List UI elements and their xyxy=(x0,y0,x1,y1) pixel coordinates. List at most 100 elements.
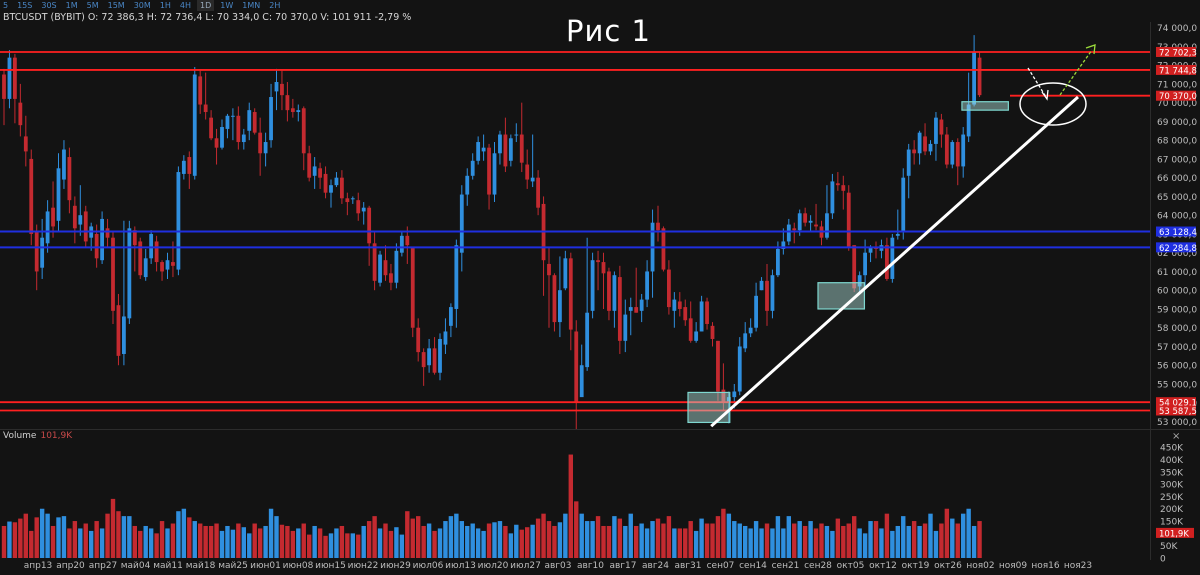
timeframe-4h[interactable]: 4H xyxy=(179,1,192,10)
volume-bar xyxy=(890,530,895,558)
candle-body xyxy=(149,233,154,259)
volume-bar xyxy=(922,523,928,558)
volume-bar xyxy=(612,516,617,558)
candle-body xyxy=(198,76,203,105)
volume-bar xyxy=(693,530,699,558)
timeframe-5m[interactable]: 5M xyxy=(86,1,99,10)
volume-bar xyxy=(715,516,721,558)
candle-body xyxy=(105,228,110,238)
volume-bar xyxy=(138,530,143,558)
timeframe-5[interactable]: 5 xyxy=(3,1,9,10)
candle-body xyxy=(383,260,388,276)
volume-bar xyxy=(552,525,557,558)
volume-bar xyxy=(846,523,851,558)
volume-bar xyxy=(405,511,410,558)
candle-body xyxy=(252,112,257,133)
timeframe-15s[interactable]: 15S xyxy=(17,1,33,10)
timeframe-15m[interactable]: 15M xyxy=(107,1,125,10)
timeframe-1h[interactable]: 1H xyxy=(159,1,171,10)
volume-bar xyxy=(775,516,781,558)
candle-body xyxy=(934,117,938,144)
candle-body xyxy=(449,307,453,326)
candle-body xyxy=(503,134,508,167)
volume-bar xyxy=(432,530,437,558)
candle-body xyxy=(672,299,677,311)
candle-body xyxy=(187,157,192,174)
timeframe-1w[interactable]: 1W xyxy=(220,1,234,10)
volume-bar xyxy=(67,528,72,558)
candle-body xyxy=(841,185,846,191)
volume-bar xyxy=(203,525,208,558)
volume-tick-label: 450K xyxy=(1160,444,1184,454)
volume-last-label: 101,9K xyxy=(1159,529,1189,539)
volume-bar xyxy=(961,513,966,558)
timeframe-30s[interactable]: 30S xyxy=(41,1,57,10)
candle-body xyxy=(601,262,606,274)
volume-bar xyxy=(644,528,650,558)
volume-bar xyxy=(448,516,454,558)
level-label: 72 702,3 xyxy=(1159,48,1197,58)
volume-tick-label: 200K xyxy=(1160,505,1184,515)
volume-bar xyxy=(606,525,612,558)
timeframe-1m[interactable]: 1M xyxy=(65,1,78,10)
timeframe-2h[interactable]: 2H xyxy=(269,1,281,10)
level-label-bg xyxy=(1156,64,1196,75)
volume-bar xyxy=(410,518,415,558)
support-zone xyxy=(961,101,1009,111)
volume-bar xyxy=(416,516,421,558)
volume-bar xyxy=(394,527,399,558)
level-label-bg xyxy=(1156,242,1196,253)
candle-body xyxy=(906,149,911,176)
candle-body xyxy=(78,215,83,225)
candle-body xyxy=(389,273,393,283)
candle-body xyxy=(514,134,519,136)
volume-bar xyxy=(884,513,890,558)
price-tick-label: 61 000,0 xyxy=(1157,268,1197,278)
candle-body xyxy=(846,192,851,248)
candle-body xyxy=(759,280,764,291)
volume-bar xyxy=(535,518,541,558)
candle-body xyxy=(269,97,273,141)
candle-body xyxy=(203,104,208,113)
volume-bar xyxy=(18,518,23,558)
date-tick-label: июн08 xyxy=(283,561,314,571)
volume-tick-label: 50K xyxy=(1160,542,1178,552)
candle-body xyxy=(94,233,99,259)
volume-bar xyxy=(966,508,971,558)
timeframe-1d[interactable]: 1D xyxy=(197,0,215,11)
volume-bar xyxy=(955,523,960,558)
price-tick-label: 69 000,0 xyxy=(1157,118,1197,128)
candle-body xyxy=(236,115,241,143)
candle-body xyxy=(301,108,306,154)
volume-bar xyxy=(50,525,56,558)
volume-label-bg xyxy=(1156,527,1194,538)
volume-bar xyxy=(426,523,432,558)
date-tick-label: окт12 xyxy=(869,561,897,571)
candle-body xyxy=(857,275,862,287)
timeframe-toolbar: 5 15S 30S 1M 5M 15M 30M 1H 4H 1D 1W 1MN 2H xyxy=(0,0,320,11)
volume-bar xyxy=(481,530,486,558)
candle-body xyxy=(519,134,524,163)
candle-body xyxy=(814,224,818,227)
candle-body xyxy=(361,207,366,212)
volume-bar xyxy=(950,518,955,558)
candle-body xyxy=(955,142,960,167)
timeframe-1mn[interactable]: 1MN xyxy=(242,1,261,10)
candle-body xyxy=(378,254,382,283)
volume-bar xyxy=(830,530,835,558)
candle-body xyxy=(290,108,295,113)
candle-body xyxy=(579,365,584,398)
volume-bar xyxy=(726,513,732,558)
volume-bar xyxy=(181,508,187,558)
dashed-arrow-up xyxy=(1059,49,1093,96)
candle-body xyxy=(645,271,649,300)
candle-body xyxy=(192,74,197,176)
timeframe-30m[interactable]: 30M xyxy=(133,1,151,10)
candle-body xyxy=(830,181,835,214)
volume-bar xyxy=(312,525,317,558)
candle-body xyxy=(972,52,976,105)
volume-bar xyxy=(677,528,682,558)
close-icon[interactable]: × xyxy=(1172,431,1181,442)
candle-body xyxy=(781,241,786,249)
